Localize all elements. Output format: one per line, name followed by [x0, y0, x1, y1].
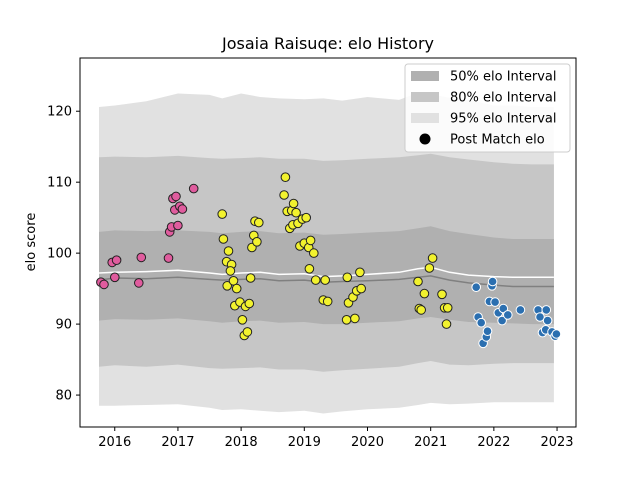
data-point: [482, 326, 493, 337]
y-tick-label: 120: [47, 105, 72, 120]
data-point: [490, 297, 500, 307]
data-point: [173, 220, 183, 231]
legend-swatch: [411, 113, 439, 123]
data-point: [487, 276, 498, 287]
median-line: [98, 266, 554, 279]
post-match-points: [96, 172, 562, 349]
data-point: [301, 212, 312, 223]
data-point: [542, 315, 553, 326]
x-tick-label: 2020: [351, 435, 384, 450]
y-tick-label: 110: [47, 176, 72, 191]
data-point: [356, 283, 367, 294]
data-point: [424, 263, 435, 273]
data-point: [471, 282, 482, 293]
data-point: [171, 191, 181, 202]
data-point: [515, 305, 526, 315]
legend-swatch: [411, 71, 439, 81]
data-point: [441, 319, 452, 329]
chart-title: Josaia Raisuqe: elo History: [221, 34, 434, 53]
data-point: [341, 315, 352, 325]
legend-box: [404, 63, 571, 153]
y-tick-label: 90: [55, 318, 72, 333]
data-point: [244, 298, 255, 309]
y-tick-label: 100: [47, 247, 72, 262]
legend: 50% elo Interval 80% elo Interval 95% elo …: [404, 63, 571, 153]
data-point: [416, 305, 427, 315]
data-point: [188, 183, 199, 194]
y-axis-label: elo score: [24, 213, 39, 272]
data-point: [111, 255, 122, 266]
x-tick-label: 2019: [288, 435, 321, 450]
y-tick-label: 80: [55, 389, 72, 404]
data-point: [110, 272, 120, 283]
x-axis: 2016 2017 2018 2019 2020 2021 2022 2023: [98, 427, 574, 450]
data-point: [437, 289, 447, 300]
data-point: [350, 313, 360, 324]
legend-label: 50% elo Interval: [450, 70, 557, 85]
data-point: [279, 190, 289, 200]
x-tick-label: 2022: [477, 435, 510, 450]
data-point: [99, 279, 109, 290]
data-point: [497, 315, 507, 326]
data-point: [222, 281, 232, 291]
legend-swatch: [411, 92, 439, 102]
data-point: [237, 315, 248, 325]
data-point: [413, 276, 423, 287]
data-point: [136, 252, 147, 263]
data-point: [535, 312, 545, 322]
data-point: [225, 266, 236, 276]
data-point: [252, 237, 262, 247]
data-point: [310, 275, 321, 285]
x-tick-label: 2021: [414, 435, 447, 450]
data-point: [177, 204, 188, 214]
y-axis: 80 90 100 110 120: [47, 105, 80, 404]
data-point: [217, 209, 227, 219]
data-point: [442, 303, 453, 313]
data-point: [541, 305, 552, 315]
legend-label: 80% elo Interval: [450, 91, 557, 106]
data-point: [245, 273, 256, 283]
data-point: [134, 278, 144, 288]
data-point: [427, 253, 438, 263]
data-point: [288, 198, 299, 209]
data-point: [163, 253, 174, 263]
legend-label: 95% elo Interval: [450, 112, 557, 127]
data-point: [419, 288, 430, 299]
data-point: [503, 310, 513, 320]
data-point: [253, 217, 264, 228]
data-point: [242, 327, 253, 337]
band-50: [99, 226, 554, 325]
mean-line: [98, 275, 554, 288]
data-point: [551, 329, 562, 339]
x-tick-label: 2017: [161, 435, 194, 450]
interval-bands: [99, 92, 554, 414]
data-point: [223, 246, 234, 256]
center-lines: [98, 266, 554, 288]
data-point: [322, 296, 333, 307]
legend-label: Post Match elo: [450, 133, 545, 148]
data-point: [291, 207, 301, 218]
legend-marker: [419, 133, 431, 145]
x-tick-label: 2018: [225, 435, 258, 450]
data-point: [476, 317, 487, 328]
data-point: [218, 234, 229, 244]
x-tick-label: 2016: [98, 435, 131, 450]
data-point: [305, 235, 316, 246]
plot-frame: [79, 57, 577, 428]
data-point: [309, 248, 319, 258]
data-point: [231, 283, 242, 294]
data-point: [498, 303, 509, 314]
data-point: [304, 264, 315, 274]
data-point: [320, 275, 331, 285]
x-tick-label: 2023: [540, 435, 573, 450]
data-point: [355, 267, 365, 278]
data-point: [280, 172, 291, 182]
data-point: [342, 272, 353, 283]
